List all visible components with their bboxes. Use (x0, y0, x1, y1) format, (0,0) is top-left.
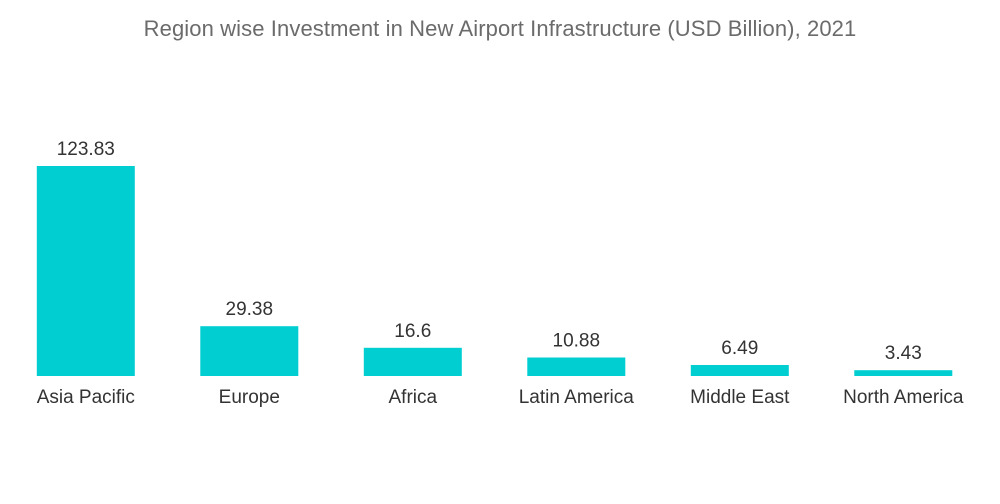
bar-europe (200, 326, 299, 376)
bar-latin-america (527, 357, 626, 376)
bar-middle-east (690, 365, 789, 376)
bars-group (36, 166, 953, 376)
category-label-africa: Africa (389, 387, 438, 408)
value-label-middle-east: 6.49 (721, 338, 758, 359)
category-label-europe: Europe (219, 387, 280, 408)
category-labels-group: Asia Pacific Europe Africa Latin America Mid… (37, 387, 964, 408)
value-label-europe: 29.38 (226, 299, 274, 320)
bar-africa (363, 347, 462, 376)
value-label-asia-pacific: 123.83 (57, 139, 115, 160)
category-label-latin-america: Latin America (519, 387, 635, 408)
bar-asia-pacific (36, 166, 135, 376)
bar-north-america (854, 370, 953, 376)
value-label-africa: 16.6 (394, 321, 431, 342)
chart-title: Region wise Investment in New Airport In… (143, 16, 857, 41)
value-labels-group: 123.83 29.38 16.6 10.88 6.49 3.43 (57, 139, 922, 364)
category-label-north-america: North America (843, 387, 964, 408)
category-label-middle-east: Middle East (690, 387, 790, 408)
value-label-north-america: 3.43 (885, 343, 922, 364)
value-label-latin-america: 10.88 (553, 331, 601, 352)
category-label-asia-pacific: Asia Pacific (37, 387, 135, 408)
